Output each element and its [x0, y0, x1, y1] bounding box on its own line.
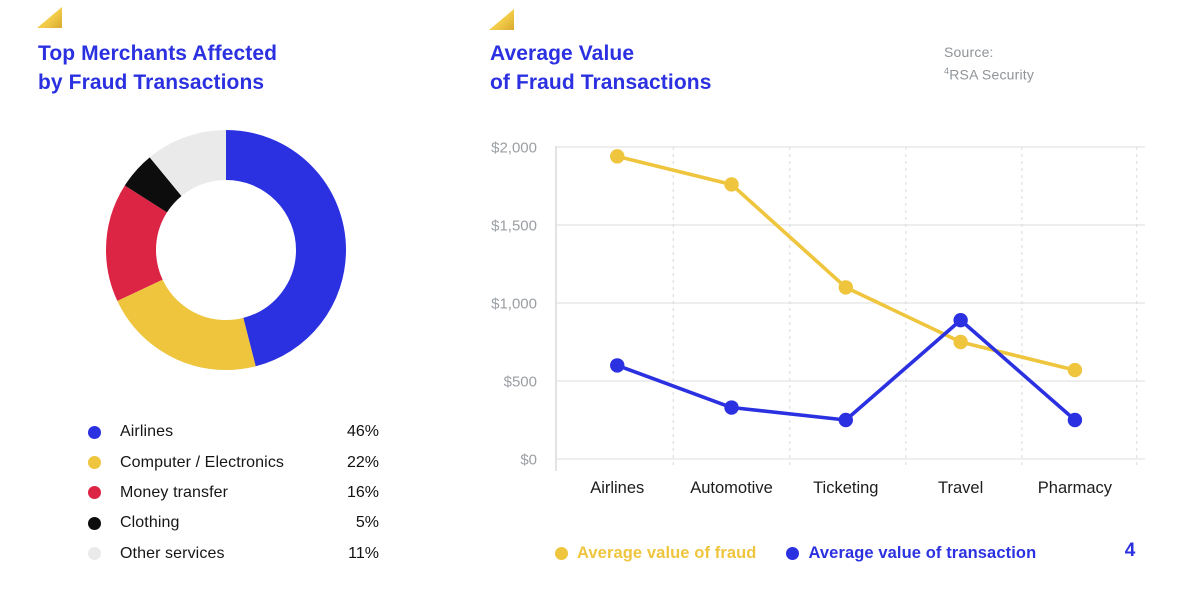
- legend-value: 46%: [346, 423, 379, 441]
- y-axis-tick-label: $1,500: [491, 218, 537, 235]
- right-chart-title-line1: Average Value: [490, 42, 635, 65]
- legend-swatch: [88, 547, 101, 561]
- legend-item-money-transfer: Money transfer 16%: [88, 478, 379, 508]
- line-chart-legend: Average value of fraud Average value of …: [555, 544, 1036, 563]
- triangle-logo-icon: [489, 9, 514, 30]
- source-value: 4RSA Security: [944, 66, 1035, 83]
- x-axis-category-label: Automotive: [690, 479, 773, 497]
- page-number: 4: [1124, 540, 1136, 561]
- legend-label: Other services: [120, 544, 225, 562]
- legend-value: 5%: [355, 514, 379, 532]
- x-axis-category-label: Travel: [938, 479, 983, 497]
- legend-value: 11%: [348, 544, 379, 562]
- y-axis-tick-label: $2,000: [491, 140, 537, 157]
- right-chart-title-line2: of Fraud Transactions: [490, 71, 712, 94]
- legend-label: Computer / Electronics: [120, 453, 285, 471]
- y-axis-tick-label: $500: [504, 374, 537, 391]
- legend-item-average-value-of-transaction: Average value of transaction: [786, 544, 1036, 563]
- left-chart-title-line1: Top Merchants Affected: [38, 42, 278, 65]
- legend-swatch: [88, 456, 101, 470]
- donut-segment-money-transfer: [106, 130, 346, 370]
- donut-chart: [106, 130, 346, 370]
- legend-value: 16%: [346, 483, 379, 501]
- data-point-average-value-of-fraud: [1067, 362, 1083, 378]
- x-axis-category-label: Ticketing: [813, 479, 878, 497]
- legend-swatch: [88, 425, 101, 439]
- y-axis-tick-label: $0: [520, 452, 537, 469]
- right-chart-title: Average Value of Fraud Transactions: [490, 39, 711, 97]
- legend-label: Money transfer: [120, 483, 229, 501]
- legend-item-computer-electronics: Computer / Electronics 22%: [88, 447, 379, 477]
- source-note: Source: 4RSA Security: [944, 43, 1034, 85]
- legend-item-average-value-of-fraud: Average value of fraud: [555, 544, 756, 563]
- donut-legend: Airlines 46% Computer / Electronics 22% …: [88, 417, 379, 569]
- triangle-logo-icon: [37, 7, 62, 28]
- legend-item-clothing: Clothing 5%: [88, 508, 379, 538]
- legend-swatch: [88, 486, 101, 500]
- data-point-average-value-of-transaction: [953, 312, 968, 328]
- data-point-average-value-of-fraud: [610, 149, 625, 164]
- legend-label: Average value of fraud: [577, 544, 757, 562]
- y-axis-tick-label: $1,000: [491, 296, 537, 313]
- data-point-average-value-of-fraud: [953, 334, 968, 350]
- donut-segment-computer-electronics: [106, 130, 346, 370]
- x-axis-category-label: Pharmacy: [1038, 479, 1113, 497]
- data-point-average-value-of-transaction: [838, 412, 853, 428]
- x-axis-category-label: Airlines: [590, 479, 644, 497]
- source-label: Source:: [944, 44, 994, 60]
- legend-item-other-services: Other services 11%: [88, 539, 379, 569]
- legend-swatch: [786, 547, 800, 560]
- donut-segment-other-services: [106, 130, 346, 370]
- legend-item-airlines: Airlines 46%: [88, 417, 379, 447]
- data-point-average-value-of-transaction: [1067, 412, 1083, 428]
- data-point-average-value-of-transaction: [724, 400, 739, 415]
- legend-label: Average value of transaction: [808, 544, 1037, 562]
- data-point-average-value-of-transaction: [610, 358, 625, 373]
- series-line-average-value-of-transaction: [615, 318, 1077, 422]
- line-chart: $0 $500 $1,000 $1,500 $2,000 Airlines Automoti…: [491, 140, 1145, 497]
- left-chart-title: Top Merchants Affected by Fraud Transact…: [38, 39, 277, 97]
- source-footnote-number: 4: [944, 66, 950, 76]
- data-point-average-value-of-fraud: [838, 280, 853, 295]
- legend-swatch: [555, 547, 568, 560]
- series-line-average-value-of-fraud: [615, 154, 1077, 372]
- data-point-average-value-of-fraud: [724, 177, 739, 192]
- legend-swatch: [88, 516, 101, 530]
- legend-label: Clothing: [120, 514, 180, 532]
- left-chart-title-line2: by Fraud Transactions: [38, 71, 265, 94]
- legend-label: Airlines: [120, 423, 174, 441]
- legend-value: 22%: [346, 453, 379, 471]
